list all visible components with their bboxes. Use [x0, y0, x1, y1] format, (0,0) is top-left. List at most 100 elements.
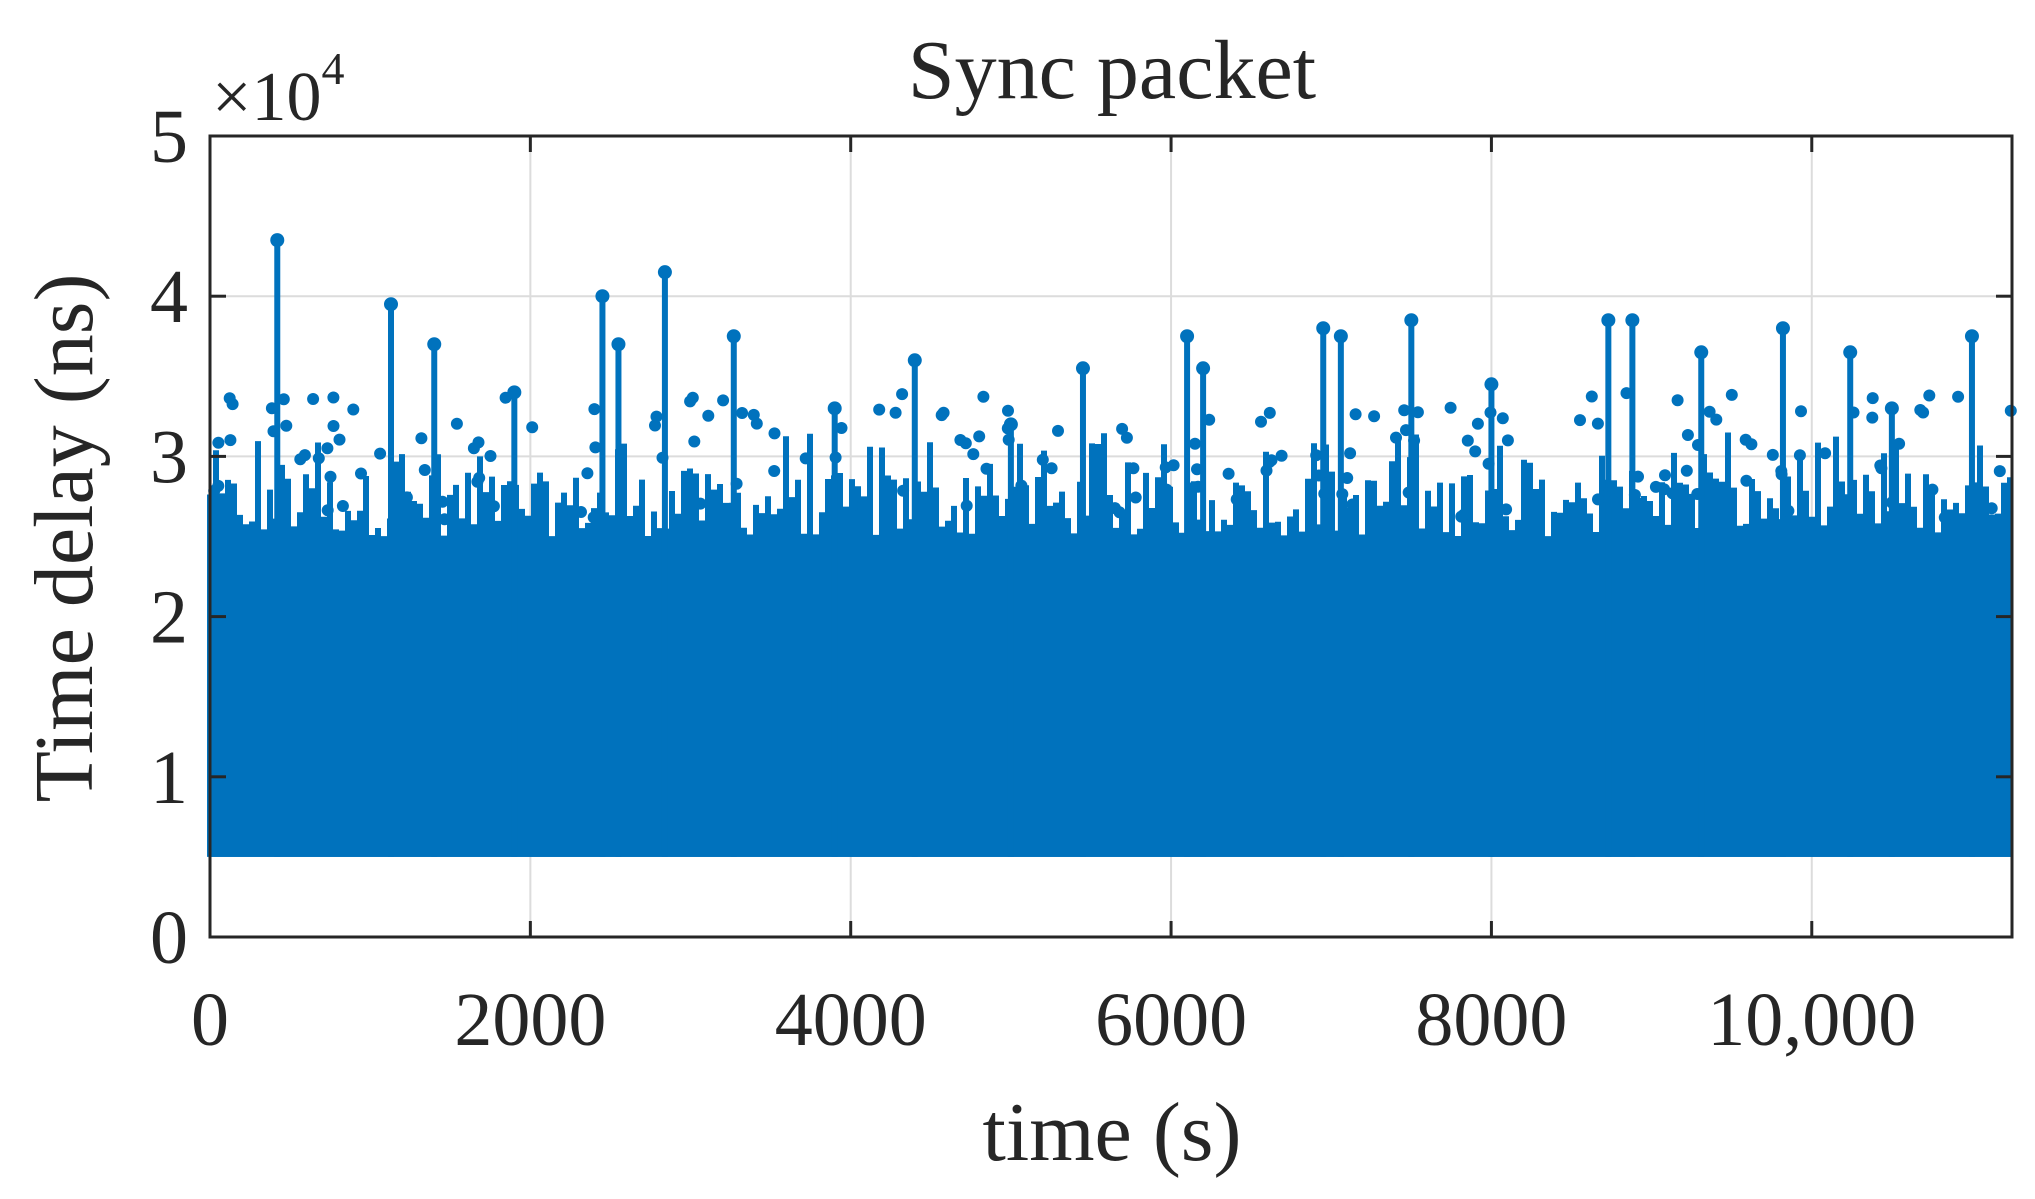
- series-point-marker: [1275, 449, 1288, 462]
- series-point-marker: [1461, 434, 1474, 447]
- y-exponent-base: ×10: [212, 59, 321, 136]
- series-point-marker: [312, 452, 325, 465]
- series-peak-marker: [827, 401, 842, 416]
- series-point-marker: [1847, 406, 1860, 419]
- x-tick-label: 2000: [454, 978, 606, 1062]
- series-peak-marker: [1404, 313, 1419, 328]
- series-point-marker: [1255, 415, 1267, 428]
- series-point-marker: [336, 500, 349, 512]
- series-point-marker: [1740, 474, 1753, 487]
- series-point-marker: [1938, 511, 1951, 524]
- series-point-marker: [1482, 457, 1495, 470]
- series-point-marker: [1885, 496, 1898, 509]
- series-point-marker: [694, 497, 707, 510]
- series-point-marker: [265, 402, 278, 415]
- series-point-marker: [1336, 488, 1349, 501]
- tick-labels: 0 2000 4000 6000 8000 10,000 0 1 2 3 4 5: [150, 95, 1916, 1062]
- series-point-marker: [224, 434, 237, 447]
- series-peak-marker: [1075, 361, 1090, 376]
- series-point-marker: [1914, 404, 1927, 416]
- series-point-marker: [1628, 489, 1641, 501]
- series-point-marker: [436, 495, 449, 508]
- series-point-marker: [1671, 394, 1684, 407]
- series-point-marker: [1574, 414, 1586, 427]
- series-point-marker: [1263, 406, 1276, 419]
- series-point-marker: [649, 419, 661, 432]
- series-point-marker: [1926, 483, 1939, 496]
- x-tick-label: 6000: [1095, 978, 1247, 1062]
- series-point-marker: [1795, 405, 1807, 418]
- series-point-marker: [1866, 392, 1879, 405]
- series-point-marker: [1408, 434, 1421, 447]
- series-point-marker: [307, 393, 320, 405]
- series-peak-marker: [1333, 329, 1348, 344]
- series-peak-marker: [1964, 329, 1979, 344]
- series-point-marker: [1745, 438, 1758, 451]
- series-point-marker: [321, 504, 334, 517]
- series-point-marker: [212, 479, 225, 492]
- series-point-marker: [267, 425, 280, 438]
- series-point-marker: [922, 492, 935, 505]
- series-point-marker: [973, 430, 986, 443]
- series-point-marker: [1893, 437, 1906, 450]
- series-point-marker: [575, 506, 587, 518]
- series-spikes: [207, 432, 2013, 857]
- series-point-marker: [829, 451, 842, 464]
- series-peak-marker: [1316, 321, 1331, 336]
- series-point-marker: [1160, 483, 1173, 496]
- y-tick-label: 2: [150, 576, 188, 660]
- series-point-marker: [650, 410, 663, 423]
- series-point-marker: [853, 509, 866, 522]
- series-point-marker: [400, 491, 413, 504]
- series-point-marker: [768, 427, 781, 440]
- series-point-marker: [374, 447, 387, 460]
- y-exponent-label: ×104: [212, 43, 344, 136]
- series-point-marker: [587, 511, 600, 524]
- series-point-marker: [581, 467, 594, 480]
- series-peak-marker: [1196, 361, 1211, 376]
- series-point-marker: [1045, 462, 1058, 475]
- series-peak-marker: [1884, 401, 1899, 416]
- series-point-marker: [1120, 431, 1133, 444]
- series-point-marker: [1015, 479, 1028, 492]
- series-point-marker: [1203, 413, 1216, 426]
- series-point-marker: [1398, 404, 1411, 417]
- series-peak-marker: [427, 337, 442, 352]
- series-point-marker: [321, 442, 334, 455]
- y-tick-label: 5: [150, 95, 188, 179]
- series-point-marker: [1341, 472, 1354, 484]
- series-point-marker: [896, 388, 909, 401]
- series-point-marker: [1230, 493, 1243, 506]
- series-point-marker: [959, 437, 972, 450]
- series-point-marker: [736, 407, 749, 419]
- series-point-marker: [1681, 429, 1694, 441]
- series-point-marker: [1390, 431, 1402, 444]
- series-point-marker: [1793, 449, 1806, 462]
- series-point-marker: [1766, 448, 1779, 461]
- series-point-marker: [1310, 449, 1323, 462]
- series-point-marker: [557, 512, 570, 525]
- series-point-marker: [835, 422, 848, 434]
- series-point-marker: [686, 391, 699, 404]
- x-tick-label: 4000: [775, 978, 927, 1062]
- series-point-marker: [1585, 390, 1598, 403]
- series-point-marker: [873, 403, 886, 416]
- series-point-marker: [977, 390, 990, 403]
- series-point-marker: [1260, 464, 1273, 477]
- series-point-marker: [298, 449, 311, 462]
- x-axis-label: time (s): [983, 1086, 1242, 1179]
- series-point-marker: [1866, 411, 1879, 424]
- series-point-marker: [768, 465, 781, 477]
- series-point-marker: [1113, 506, 1126, 519]
- series-point-marker: [415, 432, 428, 445]
- y-tick-label: 0: [150, 896, 188, 980]
- series-point-marker: [1496, 412, 1509, 425]
- series-point-marker: [1346, 498, 1359, 511]
- x-tick-label: 8000: [1415, 978, 1567, 1062]
- series-point-marker: [280, 419, 293, 432]
- series-point-marker: [1411, 406, 1424, 419]
- series-point-marker: [1222, 467, 1235, 480]
- series-peak-marker: [1180, 329, 1195, 344]
